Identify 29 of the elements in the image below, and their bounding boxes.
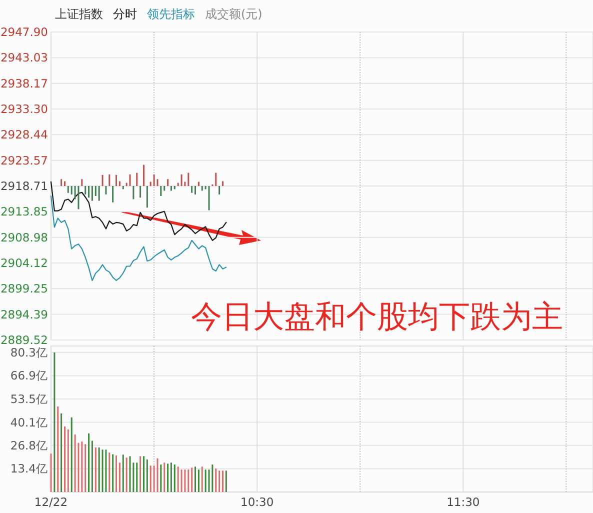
line-series — [50, 196, 227, 282]
y-tick-label: 40.1亿 — [10, 415, 48, 430]
y-tick-label: 2943.03 — [0, 50, 48, 65]
y-tick-label: 2947.90 — [0, 25, 48, 39]
text: 领先指标 — [147, 7, 195, 21]
chart-title: 上证指数 — [55, 7, 103, 21]
x-tick-label: 12/22 — [34, 495, 68, 509]
y-tick-label: 66.9亿 — [10, 368, 48, 383]
y-tick-label: 2918.71 — [0, 179, 48, 193]
y-tick-label: 2928.44 — [0, 128, 48, 142]
text: 分时 — [113, 7, 137, 21]
y-tick-label: 2904.12 — [0, 256, 48, 270]
y-tick-label: 2894.39 — [0, 307, 48, 322]
chart-subtitle: 成交额(元) — [205, 7, 262, 21]
y-tick-label: 53.5亿 — [10, 392, 48, 406]
y-tick-label: 2908.98 — [0, 230, 48, 244]
line-series — [50, 181, 227, 241]
y-tick-label: 80.3亿 — [10, 345, 48, 360]
y-tick-label: 2899.25 — [0, 282, 48, 296]
y-tick-label: 26.8亿 — [10, 438, 48, 452]
y-tick-label: 2938.17 — [0, 76, 48, 90]
annotation: 今日大盘和个股均下跌为主 — [191, 299, 563, 335]
x-tick-label: 10:30 — [240, 495, 274, 509]
y-tick-label: 2889.52 — [0, 333, 48, 347]
y-tick-label: 13.4亿 — [10, 462, 48, 476]
y-tick-label: 2933.30 — [0, 102, 48, 116]
x-tick-label: 11:30 — [446, 495, 480, 509]
y-tick-label: 2923.57 — [0, 153, 48, 168]
y-tick-label: 2913.85 — [0, 204, 48, 219]
